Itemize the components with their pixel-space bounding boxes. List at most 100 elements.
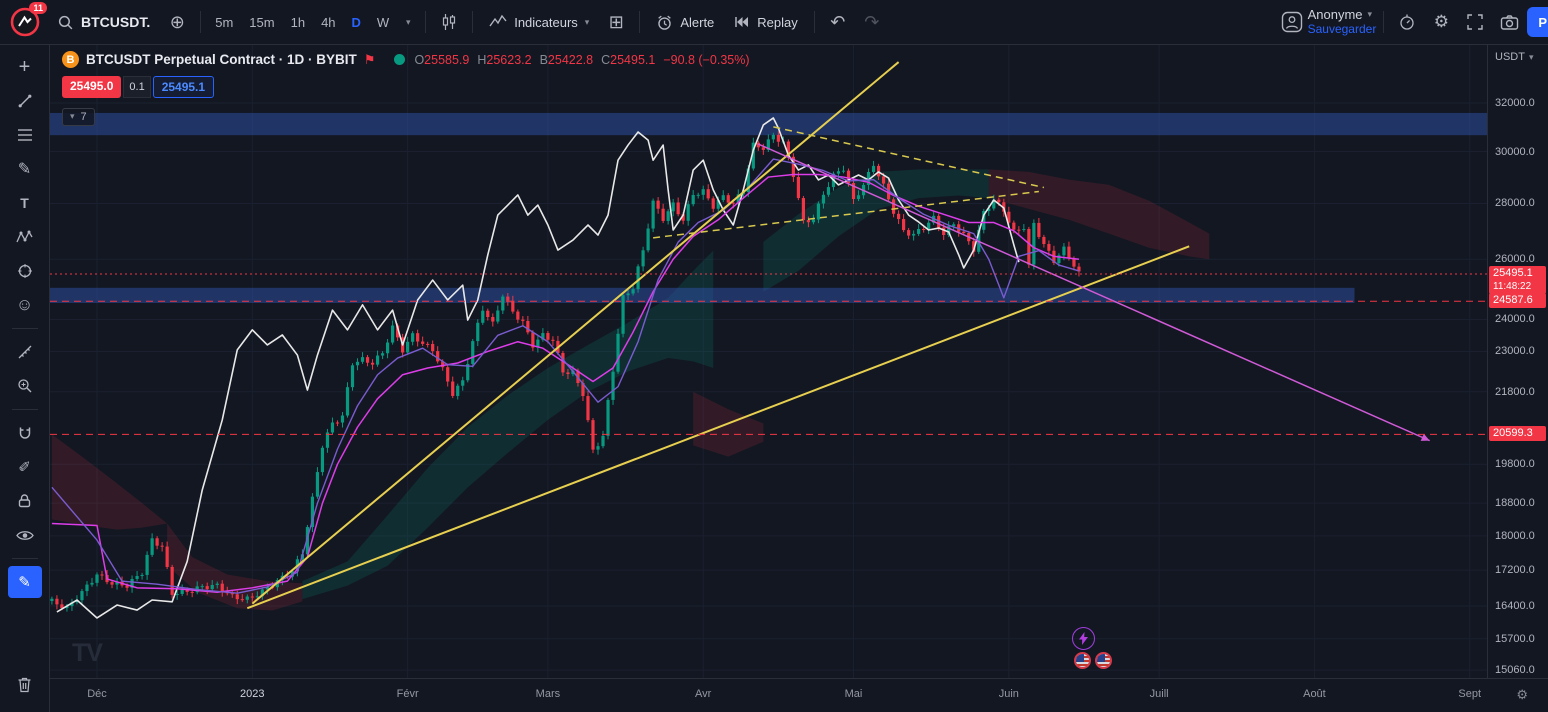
economic-calendar-flag-1[interactable] bbox=[1074, 652, 1091, 669]
price-axis[interactable]: USDT ▾ 32000.0 30000.0 28000.0 26000.0 24000… bbox=[1487, 45, 1548, 678]
symbol-name: BTCUSDT. bbox=[81, 14, 151, 30]
alert-label: Alerte bbox=[680, 14, 715, 30]
toolbar-separator bbox=[1383, 11, 1385, 33]
price-axis-tick: 23000.0 bbox=[1495, 345, 1535, 358]
fullscreen-button[interactable] bbox=[1459, 6, 1491, 38]
economic-calendar-flag-2[interactable] bbox=[1095, 652, 1112, 669]
notification-badge: 11 bbox=[29, 2, 47, 14]
magnet-tool[interactable] bbox=[8, 417, 42, 449]
price-axis-tick: 15700.0 bbox=[1495, 632, 1535, 645]
camera-icon bbox=[1500, 14, 1519, 30]
emoji-tool[interactable]: ☺ bbox=[15, 295, 34, 314]
visibility-tool[interactable] bbox=[8, 519, 42, 551]
indicators-icon bbox=[489, 14, 507, 27]
timeframe-1w[interactable]: W bbox=[370, 6, 396, 38]
toolbar-separator bbox=[11, 558, 38, 559]
app-logo[interactable]: 11 bbox=[8, 2, 47, 39]
timeframe-15m[interactable]: 15m bbox=[242, 6, 281, 38]
measure-tool[interactable] bbox=[8, 336, 42, 368]
pattern-tool[interactable] bbox=[8, 221, 42, 253]
buy-button[interactable]: 25495.1 bbox=[152, 76, 215, 98]
collapsed-indicators-chip[interactable]: ▾ 7 bbox=[62, 107, 95, 126]
search-icon bbox=[58, 15, 73, 29]
time-axis-label: Août bbox=[1303, 688, 1326, 700]
settings-button[interactable]: ⚙ bbox=[1425, 6, 1457, 38]
indicators-count: 7 bbox=[80, 110, 87, 123]
main-area: + ✎ T ☺ ✐ ✎ B BTCUSDT Perpetual Contract · 1D… bbox=[0, 45, 1548, 712]
drawing-toolbar: + ✎ T ☺ ✐ ✎ bbox=[0, 45, 50, 712]
timeframe-1h[interactable]: 1h bbox=[284, 6, 312, 38]
price-axis-tick: 24000.0 bbox=[1495, 313, 1535, 326]
text-tool[interactable]: T bbox=[20, 195, 29, 211]
close-value: 25495.1 bbox=[610, 52, 656, 67]
quick-trade-bolt-icon[interactable] bbox=[1072, 627, 1095, 650]
fib-retracement-tool[interactable] bbox=[8, 119, 42, 151]
price-axis-tick: 21800.0 bbox=[1495, 385, 1535, 398]
quick-actions-button[interactable] bbox=[1391, 6, 1423, 38]
chart-style-icon[interactable] bbox=[433, 6, 465, 38]
snapshot-button[interactable] bbox=[1493, 6, 1525, 38]
toolbar-separator bbox=[11, 409, 38, 410]
lock-tool[interactable] bbox=[8, 485, 42, 517]
replay-icon bbox=[735, 17, 749, 27]
time-axis-label: Sept bbox=[1458, 688, 1482, 700]
edit-tool[interactable]: ✐ bbox=[18, 459, 31, 476]
toolbar-separator bbox=[200, 11, 202, 33]
timeframe-1d[interactable]: D bbox=[345, 6, 368, 38]
time-axis-label: 2023 bbox=[240, 688, 265, 700]
symbol-search-button[interactable]: BTCUSDT. bbox=[48, 6, 159, 38]
zoom-in-tool[interactable] bbox=[8, 370, 42, 402]
axis-settings-gear-icon[interactable]: ⚙ bbox=[1516, 687, 1528, 702]
price-axis-tick: 32000.0 bbox=[1495, 97, 1535, 109]
timeframe-4h[interactable]: 4h bbox=[314, 6, 342, 38]
price-axis-tick: 17200.0 bbox=[1495, 564, 1535, 577]
trendline-tool[interactable] bbox=[8, 85, 42, 117]
open-label: O bbox=[414, 52, 425, 67]
alert-button[interactable]: Alerte bbox=[647, 6, 723, 38]
replay-button[interactable]: Replay bbox=[725, 6, 806, 38]
brush-tool[interactable]: ✎ bbox=[17, 161, 32, 178]
crosshair-tool[interactable]: + bbox=[18, 55, 31, 78]
timeframe-5m[interactable]: 5m bbox=[208, 6, 240, 38]
top-toolbar: 11 BTCUSDT. ⊕ 5m 15m 1h 4h D W ▾ Indicat… bbox=[0, 0, 1548, 45]
user-avatar[interactable] bbox=[1278, 6, 1306, 38]
layout-grid-icon[interactable]: ⊞ bbox=[608, 11, 624, 32]
time-axis-label: Déc bbox=[87, 688, 107, 700]
time-axis[interactable]: ⚙ Déc 2023 Févr Mars Avr Mai Juin Juill Août Sept bbox=[50, 678, 1548, 712]
price-axis-tick: 30000.0 bbox=[1495, 145, 1535, 158]
user-name: Anonyme bbox=[1307, 7, 1363, 22]
redo-icon[interactable]: ↷ bbox=[864, 11, 880, 32]
trash-tool[interactable] bbox=[8, 668, 42, 700]
alarm-clock-icon bbox=[658, 15, 672, 30]
price-chart-canvas[interactable] bbox=[50, 45, 1487, 678]
timeframe-label: 1h bbox=[290, 14, 306, 30]
undo-icon[interactable]: ↶ bbox=[830, 11, 846, 32]
sell-button[interactable]: 25495.0 bbox=[62, 76, 122, 98]
time-axis-label: Févr bbox=[396, 688, 419, 700]
time-axis-label: Mars bbox=[535, 688, 561, 700]
replay-label: Replay bbox=[757, 14, 798, 30]
timeframe-menu-chevron-icon[interactable]: ▾ bbox=[405, 16, 411, 27]
chevron-down-icon: ▾ bbox=[584, 16, 590, 27]
toolbar-separator bbox=[425, 11, 427, 33]
paint-tool[interactable]: ✎ bbox=[7, 566, 42, 598]
user-menu[interactable]: Anonyme ▾ Sauvegarder bbox=[1308, 7, 1377, 37]
price-axis-tick: 26000.0 bbox=[1495, 253, 1535, 266]
chart-title[interactable]: BTCUSDT Perpetual Contract · 1D · BYBIT bbox=[86, 52, 357, 67]
timeframe-label: W bbox=[376, 14, 390, 30]
toolbar-separator bbox=[639, 11, 641, 33]
chart-panel: B BTCUSDT Perpetual Contract · 1D · BYBI… bbox=[50, 45, 1548, 712]
flag-icon[interactable]: ⚑ bbox=[363, 51, 376, 67]
high-label: H bbox=[477, 52, 487, 67]
indicators-button[interactable]: Indicateurs ▾ bbox=[480, 6, 598, 38]
publish-button[interactable]: P bbox=[1527, 7, 1548, 37]
avatar-icon bbox=[1281, 11, 1302, 33]
currency-label: USDT bbox=[1495, 51, 1525, 63]
add-symbol-icon[interactable]: ⊕ bbox=[169, 11, 185, 32]
timeframe-label: 5m bbox=[215, 14, 234, 30]
axis-currency[interactable]: USDT ▾ bbox=[1495, 51, 1533, 63]
save-layout-button[interactable]: Sauvegarder bbox=[1307, 22, 1377, 36]
gear-icon: ⚙ bbox=[1433, 12, 1449, 31]
forecast-tool[interactable] bbox=[8, 255, 42, 287]
fullscreen-icon bbox=[1467, 14, 1484, 30]
